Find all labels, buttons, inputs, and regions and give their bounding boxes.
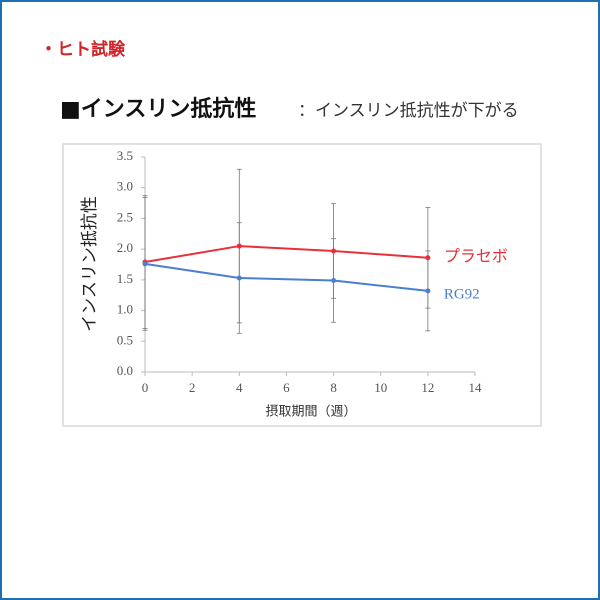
y-axis-label: インスリン抵抗性 xyxy=(80,196,100,332)
y-tick-label: 3.5 xyxy=(117,148,133,163)
x-axis-label: 摂取期間（週） xyxy=(265,404,356,420)
legend-label: RG92 xyxy=(444,286,480,302)
chart-subtitle: ：インスリン抵抗性が下がる xyxy=(298,101,519,120)
y-tick-label: 1.5 xyxy=(117,271,133,286)
y-tick-label: 2.0 xyxy=(117,240,133,255)
x-tick-label: 6 xyxy=(283,380,290,395)
y-tick-label: 1.0 xyxy=(117,302,133,317)
x-tick-label: 10 xyxy=(374,380,387,395)
y-tick-label: 2.5 xyxy=(117,209,133,224)
x-tick-label: 0 xyxy=(142,380,149,395)
chart-title: ■インスリン抵抗性 xyxy=(60,96,256,122)
series-line xyxy=(144,245,428,264)
point xyxy=(236,243,242,249)
point xyxy=(236,275,242,281)
x-tick-label: 2 xyxy=(189,380,196,395)
chart-frame xyxy=(62,143,542,427)
heading: ・ヒト試験 xyxy=(40,39,126,60)
x-tick-label: 14 xyxy=(469,380,483,395)
point xyxy=(331,248,337,254)
x-tick-label: 8 xyxy=(330,380,337,395)
series-line xyxy=(144,262,428,292)
x-tick-label: 12 xyxy=(421,380,434,395)
y-tick-label: 0.5 xyxy=(117,332,133,347)
point xyxy=(425,288,431,294)
point xyxy=(425,255,431,261)
legend-label: プラセボ xyxy=(444,247,508,265)
y-tick-label: 3.0 xyxy=(117,179,133,194)
x-tick-label: 4 xyxy=(236,380,243,395)
y-tick-label: 0.0 xyxy=(117,363,133,378)
point xyxy=(331,277,337,283)
point xyxy=(142,261,148,267)
